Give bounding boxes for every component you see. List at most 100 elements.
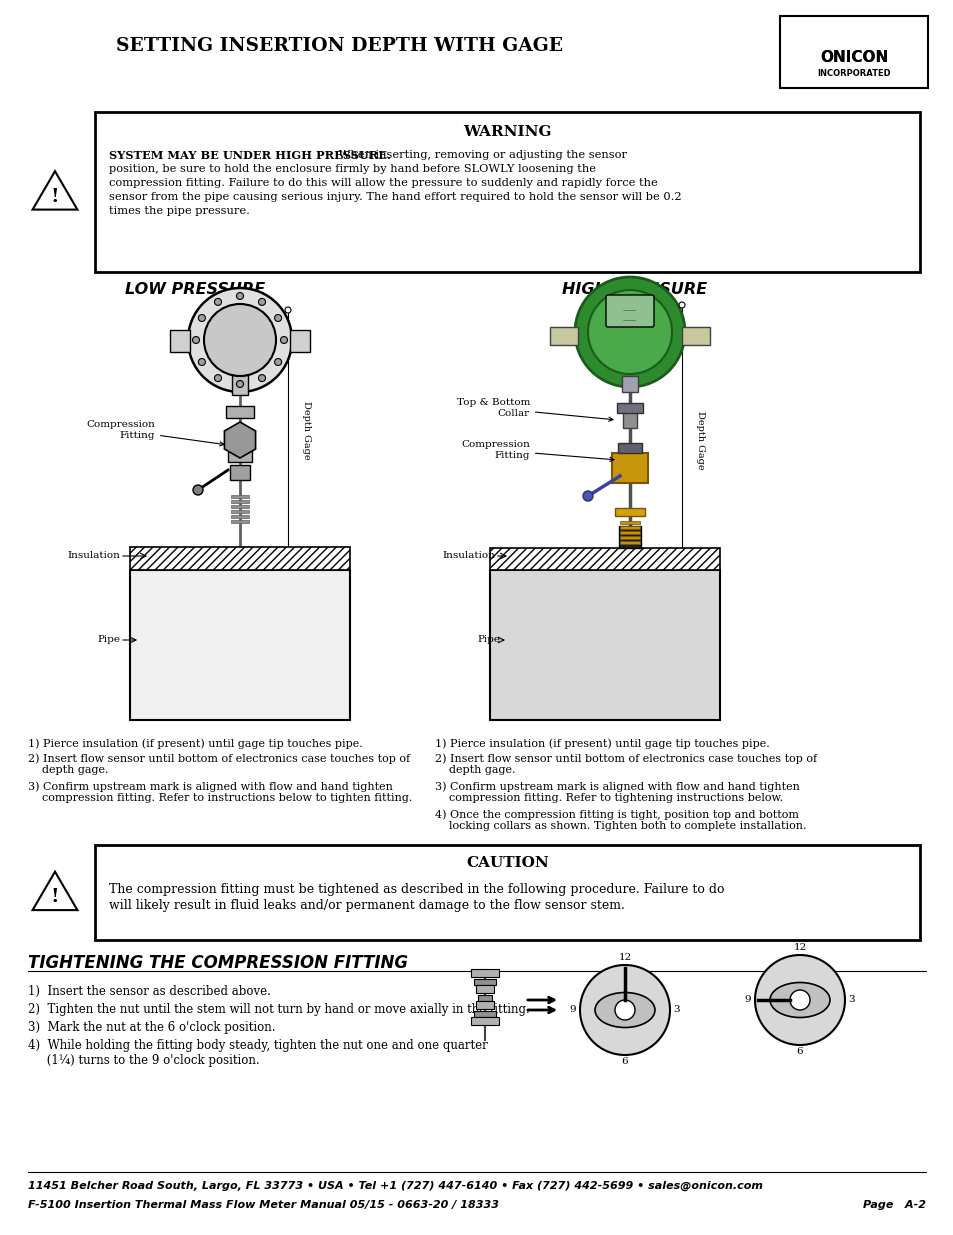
Text: When inserting, removing or adjusting the sensor: When inserting, removing or adjusting th… (335, 149, 626, 161)
Circle shape (236, 293, 243, 300)
Polygon shape (490, 548, 720, 571)
Text: Depth Gage: Depth Gage (302, 400, 311, 459)
Text: TIGHTENING THE COMPRESSION FITTING: TIGHTENING THE COMPRESSION FITTING (28, 953, 408, 972)
Text: 3: 3 (673, 1005, 679, 1014)
Circle shape (789, 990, 809, 1010)
Bar (612, 453, 647, 483)
Bar (550, 327, 578, 345)
Text: Insulation: Insulation (67, 552, 120, 561)
Bar (231, 515, 249, 517)
Bar (619, 526, 639, 529)
Text: Insulation: Insulation (441, 552, 495, 561)
Text: HIGH PRESSURE: HIGH PRESSURE (562, 283, 707, 298)
Text: Pipe: Pipe (476, 636, 499, 645)
Bar (681, 327, 709, 345)
Bar (231, 520, 249, 522)
Text: 3) Confirm upstream mark is aligned with flow and hand tighten
    compression f: 3) Confirm upstream mark is aligned with… (435, 781, 799, 803)
Circle shape (188, 288, 292, 391)
Circle shape (204, 304, 275, 375)
Bar (619, 536, 639, 538)
Bar (622, 406, 637, 429)
Bar (226, 406, 253, 417)
Bar (474, 979, 496, 986)
Text: 2) Insert flow sensor until bottom of electronics case touches top of
    depth : 2) Insert flow sensor until bottom of el… (28, 753, 410, 776)
Text: WARNING: WARNING (463, 125, 551, 140)
Bar (619, 531, 639, 534)
Bar (615, 508, 644, 516)
Circle shape (214, 299, 221, 305)
Ellipse shape (769, 983, 829, 1018)
Bar (617, 403, 642, 412)
Text: !: ! (51, 888, 59, 906)
Text: ——: —— (622, 308, 637, 312)
Bar (95, 112, 919, 272)
Circle shape (274, 358, 281, 366)
Bar (232, 375, 248, 395)
Text: Page   A-2: Page A-2 (862, 1200, 925, 1210)
Bar (231, 500, 249, 503)
Text: will likely result in fluid leaks and/or permanent damage to the flow sensor ste: will likely result in fluid leaks and/or… (109, 899, 624, 911)
Text: 3)  Mark the nut at the 6 o'clock position.: 3) Mark the nut at the 6 o'clock positio… (28, 1021, 275, 1034)
Circle shape (236, 380, 243, 388)
Circle shape (615, 1000, 635, 1020)
Circle shape (582, 492, 593, 501)
Text: LOW PRESSURE: LOW PRESSURE (125, 283, 265, 298)
Bar (477, 995, 492, 1002)
Text: 9: 9 (744, 995, 751, 1004)
Text: 2)  Tighten the nut until the stem will not turn by hand or move axially in the : 2) Tighten the nut until the stem will n… (28, 1003, 529, 1016)
Bar (130, 571, 350, 720)
Text: 3) Confirm upstream mark is aligned with flow and hand tighten
    compression f: 3) Confirm upstream mark is aligned with… (28, 781, 412, 803)
Text: position, be sure to hold the enclosure firmly by hand before SLOWLY loosening t: position, be sure to hold the enclosure … (109, 164, 596, 174)
Bar (290, 330, 310, 352)
Text: 1)  Insert the sensor as described above.: 1) Insert the sensor as described above. (28, 986, 271, 998)
Bar (476, 1002, 494, 1009)
Bar (618, 443, 641, 453)
Text: times the pipe pressure.: times the pipe pressure. (109, 206, 250, 216)
FancyBboxPatch shape (605, 295, 654, 327)
Bar (780, 16, 927, 88)
Bar (619, 521, 639, 524)
Text: ——: —— (622, 317, 637, 324)
Circle shape (193, 336, 199, 343)
Circle shape (258, 299, 265, 305)
Text: 9: 9 (569, 1005, 576, 1014)
Text: ONICON: ONICON (819, 51, 887, 65)
Text: The compression fitting must be tightened as described in the following procedur: The compression fitting must be tightene… (109, 883, 723, 897)
Text: !: ! (51, 188, 59, 206)
Bar (471, 1016, 498, 1025)
Circle shape (193, 485, 203, 495)
Bar (471, 969, 498, 977)
Text: ONICON: ONICON (819, 51, 887, 65)
Bar (170, 330, 190, 352)
Polygon shape (130, 547, 350, 571)
Polygon shape (224, 422, 255, 458)
Text: 1) Pierce insulation (if present) until gage tip touches pipe.: 1) Pierce insulation (if present) until … (28, 739, 362, 748)
Bar (95, 845, 919, 940)
Text: Compression
Fitting: Compression Fitting (86, 420, 224, 446)
Text: 6: 6 (621, 1057, 628, 1067)
Circle shape (198, 358, 205, 366)
Text: SYSTEM MAY BE UNDER HIGH PRESSURE.: SYSTEM MAY BE UNDER HIGH PRESSURE. (109, 149, 391, 161)
Text: 12: 12 (618, 953, 631, 962)
Bar (230, 466, 250, 480)
Text: sensor from the pipe causing serious injury. The hand effort required to hold th: sensor from the pipe causing serious inj… (109, 191, 680, 203)
Circle shape (274, 315, 281, 321)
Bar (474, 1011, 496, 1016)
Text: Depth Gage: Depth Gage (696, 411, 704, 469)
Text: Pipe: Pipe (97, 636, 120, 645)
Text: compression fitting. Failure to do this will allow the pressure to suddenly and : compression fitting. Failure to do this … (109, 178, 657, 188)
Bar (621, 375, 638, 391)
Bar (619, 452, 639, 466)
Circle shape (754, 955, 844, 1045)
Circle shape (285, 308, 291, 312)
Text: Compression
Fitting: Compression Fitting (460, 441, 614, 462)
Text: 12: 12 (793, 944, 806, 952)
Bar (231, 505, 249, 508)
Bar (619, 541, 639, 543)
Text: INCORPORATED: INCORPORATED (817, 68, 890, 78)
Circle shape (679, 303, 684, 308)
Text: 1) Pierce insulation (if present) until gage tip touches pipe.: 1) Pierce insulation (if present) until … (435, 739, 769, 748)
Text: 6: 6 (796, 1047, 802, 1056)
Text: 4)  While holding the fitting body steady, tighten the nut one and one quarter
 : 4) While holding the fitting body steady… (28, 1039, 487, 1067)
Text: 4) Once the compression fitting is tight, position top and bottom
    locking co: 4) Once the compression fitting is tight… (435, 809, 805, 831)
